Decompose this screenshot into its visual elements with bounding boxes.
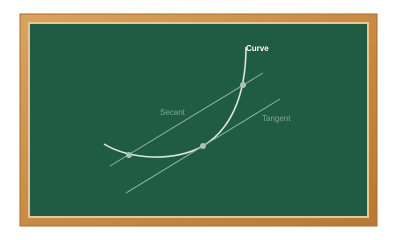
secant-label: Secant — [160, 108, 186, 117]
curve-label: Curve — [246, 44, 269, 53]
secant-line — [109, 72, 264, 167]
tangent-point — [200, 143, 206, 149]
chalkboard — [30, 24, 367, 216]
tangent-label: Tangent — [262, 114, 291, 123]
secant-point — [240, 82, 246, 88]
secant-point — [126, 152, 132, 158]
